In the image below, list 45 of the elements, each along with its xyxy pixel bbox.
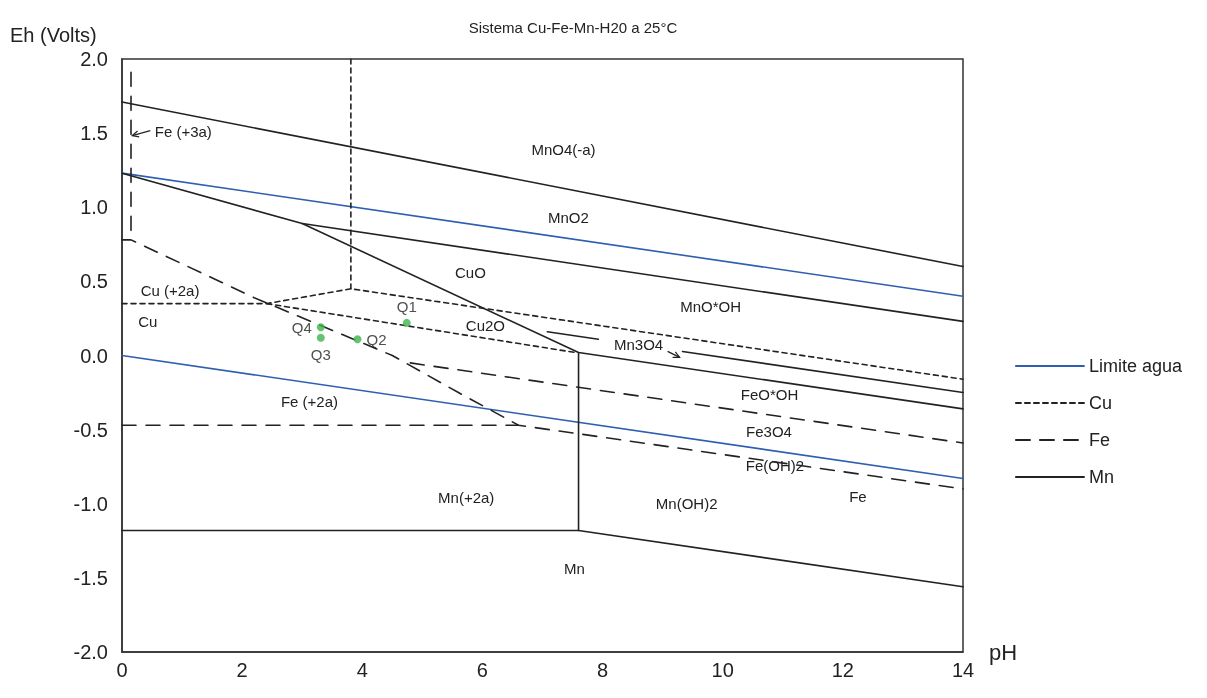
y-tick-label: -0.5 bbox=[73, 418, 108, 441]
legend-label: Limite agua bbox=[1088, 356, 1183, 376]
annotation: MnO2 bbox=[547, 209, 589, 227]
annotation: Cu bbox=[138, 312, 158, 330]
annotation: Fe bbox=[849, 487, 867, 505]
data-label: Q1 bbox=[396, 297, 417, 315]
legend-label: Fe bbox=[1088, 430, 1110, 450]
annotation: Cu (+2a) bbox=[140, 281, 200, 299]
annotation: Mn bbox=[563, 560, 585, 578]
y-tick-label: 1.5 bbox=[80, 122, 108, 145]
annotation: MnO*OH bbox=[680, 298, 742, 316]
legend-label: Mn bbox=[1088, 467, 1114, 487]
y-tick-label: 0.0 bbox=[80, 344, 108, 367]
x-tick-label: 10 bbox=[711, 659, 734, 681]
x-tick-label: 4 bbox=[356, 659, 368, 681]
y-tick-label: -1.0 bbox=[73, 492, 108, 515]
y-axis-title: Eh (Volts) bbox=[10, 24, 97, 46]
data-label: Q4 bbox=[291, 318, 312, 336]
annotation: Fe3O4 bbox=[746, 422, 792, 440]
x-axis-title: pH bbox=[989, 639, 1018, 665]
y-tick-label: 1.0 bbox=[80, 196, 108, 219]
annotation: CuO bbox=[454, 263, 486, 281]
annotation: Fe (+3a) bbox=[154, 123, 212, 141]
x-tick-label: 0 bbox=[116, 659, 128, 681]
annotation: Fe(OH)2 bbox=[745, 456, 805, 474]
x-tick-label: 14 bbox=[951, 659, 975, 681]
x-tick-label: 6 bbox=[476, 659, 488, 681]
legend-label: Cu bbox=[1088, 393, 1112, 413]
x-tick-label: 8 bbox=[597, 659, 609, 681]
data-label: Q3 bbox=[310, 345, 331, 363]
chart-title: Sistema Cu-Fe-Mn-H20 a 25°C bbox=[468, 19, 678, 36]
x-tick-label: 12 bbox=[831, 659, 854, 681]
annotation: Mn(OH)2 bbox=[655, 495, 718, 513]
annotation: Cu2O bbox=[465, 317, 506, 335]
annotation: Mn3O4 bbox=[614, 335, 664, 353]
annotation: Fe (+2a) bbox=[280, 392, 338, 410]
y-tick-label: -2.0 bbox=[73, 641, 108, 663]
annotation: MnO4(-a) bbox=[531, 140, 596, 158]
y-tick-label: 2.0 bbox=[80, 48, 108, 70]
x-tick-label: 2 bbox=[236, 659, 248, 681]
y-tick-label: -1.5 bbox=[73, 566, 108, 589]
y-tick-label: 0.5 bbox=[80, 270, 108, 293]
annotation: Mn(+2a) bbox=[438, 489, 495, 507]
annotation: FeO*OH bbox=[740, 385, 799, 403]
data-label: Q2 bbox=[366, 330, 387, 348]
